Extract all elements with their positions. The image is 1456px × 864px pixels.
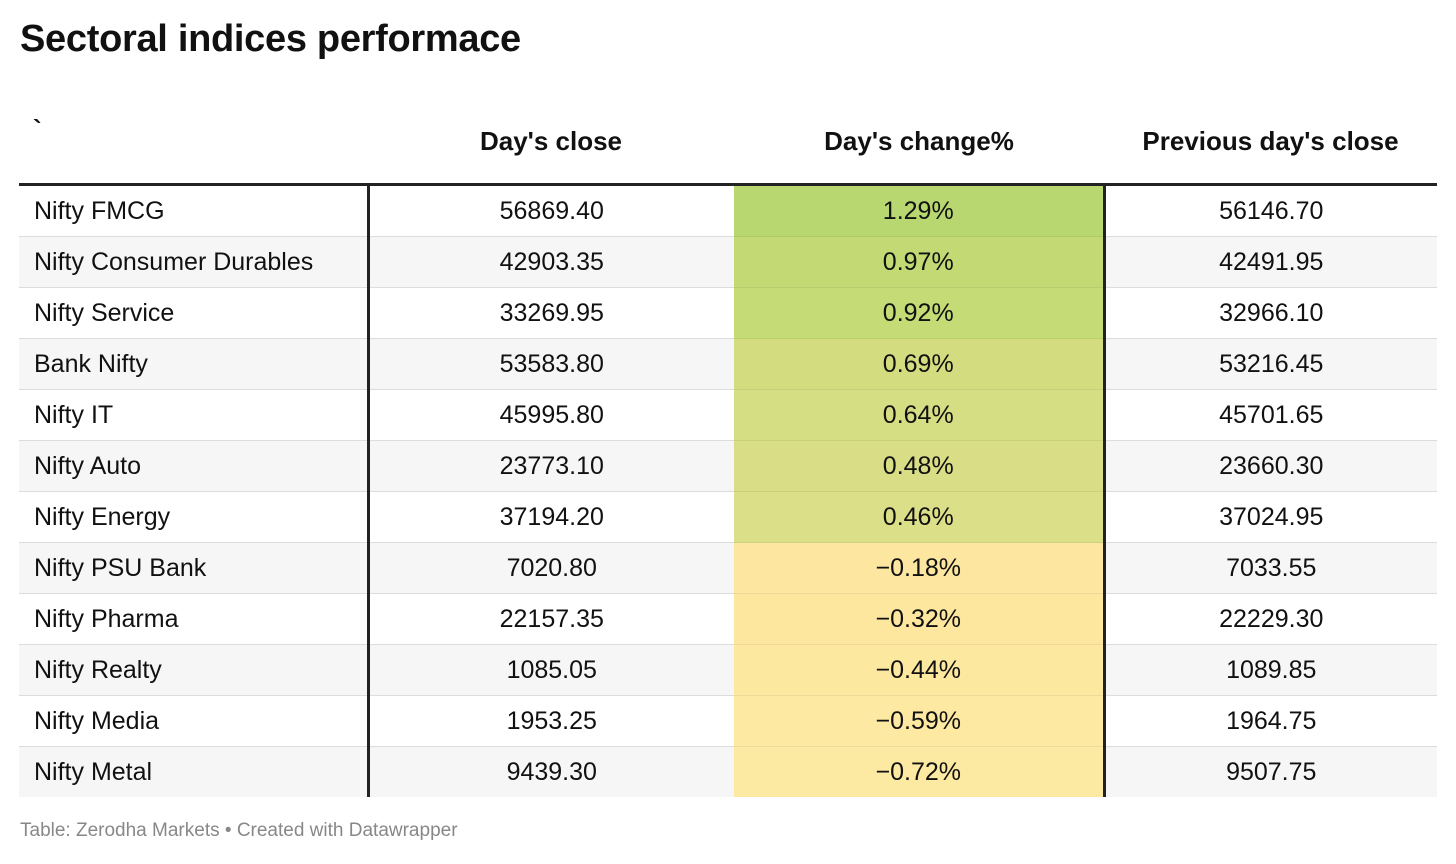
previous-close-cell: 53216.45 xyxy=(1104,338,1437,390)
table-row: Bank Nifty 53583.80 0.69% 53216.45 xyxy=(19,338,1437,390)
days-change-cell: 1.29% xyxy=(734,184,1106,237)
index-name-cell: Nifty PSU Bank xyxy=(19,542,370,594)
days-change-cell: −0.32% xyxy=(734,593,1106,645)
sector-table: ` Day's close Day's change% Previous day… xyxy=(19,100,1437,797)
days-change-cell: −0.44% xyxy=(734,644,1106,696)
days-change-cell: 0.64% xyxy=(734,389,1106,441)
index-name-cell: Nifty Energy xyxy=(19,491,370,543)
previous-close-cell: 22229.30 xyxy=(1104,593,1437,645)
index-name-cell: Nifty IT xyxy=(19,389,370,441)
chart-title: Sectoral indices performace xyxy=(20,18,521,60)
header-days-change: Day's change% xyxy=(734,100,1104,186)
table-row: Nifty PSU Bank 7020.80 −0.18% 7033.55 xyxy=(19,542,1437,594)
days-close-cell: 37194.20 xyxy=(368,491,734,543)
previous-close-cell: 32966.10 xyxy=(1104,287,1437,339)
index-name-cell: Nifty Service xyxy=(19,287,370,339)
table-header: ` Day's close Day's change% Previous day… xyxy=(19,100,1437,186)
previous-close-cell: 9507.75 xyxy=(1104,746,1437,797)
days-change-cell: 0.69% xyxy=(734,338,1106,390)
footer: Table: Zerodha Markets • Created with Da… xyxy=(20,820,458,842)
days-close-cell: 53583.80 xyxy=(368,338,734,390)
index-name-cell: Nifty Metal xyxy=(19,746,370,797)
credit-label: Created with Datawrapper xyxy=(236,820,458,841)
index-name-cell: Nifty Realty xyxy=(19,644,370,696)
days-close-cell: 23773.10 xyxy=(368,440,734,492)
previous-close-cell: 1089.85 xyxy=(1104,644,1437,696)
days-change-cell: −0.18% xyxy=(734,542,1106,594)
days-change-cell: 0.48% xyxy=(734,440,1106,492)
previous-close-cell: 42491.95 xyxy=(1104,236,1437,288)
table-row: Nifty Auto 23773.10 0.48% 23660.30 xyxy=(19,440,1437,492)
days-close-cell: 22157.35 xyxy=(368,593,734,645)
previous-close-cell: 37024.95 xyxy=(1104,491,1437,543)
index-name-cell: Nifty Pharma xyxy=(19,593,370,645)
previous-close-cell: 56146.70 xyxy=(1104,184,1437,237)
days-close-cell: 45995.80 xyxy=(368,389,734,441)
table-body: Nifty FMCG 56869.40 1.29% 56146.70 Nifty Con… xyxy=(19,184,1437,797)
table-row: Nifty Realty 1085.05 −0.44% 1089.85 xyxy=(19,644,1437,696)
table-row: Nifty IT 45995.80 0.64% 45701.65 xyxy=(19,389,1437,441)
days-change-cell: −0.59% xyxy=(734,695,1106,747)
index-name-cell: Nifty Consumer Durables xyxy=(19,236,370,288)
days-close-cell: 1953.25 xyxy=(368,695,734,747)
previous-close-cell: 7033.55 xyxy=(1104,542,1437,594)
days-close-cell: 33269.95 xyxy=(368,287,734,339)
index-name-cell: Nifty FMCG xyxy=(19,184,370,237)
table-row: Nifty Metal 9439.30 −0.72% 9507.75 xyxy=(19,746,1437,797)
table-row: Nifty Energy 37194.20 0.46% 37024.95 xyxy=(19,491,1437,543)
days-change-cell: 0.46% xyxy=(734,491,1106,543)
table-row: Nifty Pharma 22157.35 −0.32% 22229.30 xyxy=(19,593,1437,645)
source-label: Table: Zerodha Markets xyxy=(20,820,220,841)
header-row: ` Day's close Day's change% Previous day… xyxy=(19,100,1437,186)
previous-close-cell: 45701.65 xyxy=(1104,389,1437,441)
previous-close-cell: 1964.75 xyxy=(1104,695,1437,747)
footer-separator: • xyxy=(219,820,237,841)
days-close-cell: 9439.30 xyxy=(368,746,734,797)
index-name-cell: Bank Nifty xyxy=(19,338,370,390)
table-row: Nifty FMCG 56869.40 1.29% 56146.70 xyxy=(19,184,1437,237)
header-index-name: ` xyxy=(19,100,368,186)
header-previous-close: Previous day's close xyxy=(1104,100,1437,186)
previous-close-cell: 23660.30 xyxy=(1104,440,1437,492)
index-name-cell: Nifty Auto xyxy=(19,440,370,492)
days-close-cell: 7020.80 xyxy=(368,542,734,594)
days-close-cell: 56869.40 xyxy=(368,184,734,237)
table-row: Nifty Consumer Durables 42903.35 0.97% 4249… xyxy=(19,236,1437,288)
days-close-cell: 42903.35 xyxy=(368,236,734,288)
days-close-cell: 1085.05 xyxy=(368,644,734,696)
days-change-cell: 0.97% xyxy=(734,236,1106,288)
table-row: Nifty Media 1953.25 −0.59% 1964.75 xyxy=(19,695,1437,747)
table-row: Nifty Service 33269.95 0.92% 32966.10 xyxy=(19,287,1437,339)
days-change-cell: −0.72% xyxy=(734,746,1106,797)
header-days-close: Day's close xyxy=(368,100,734,186)
days-change-cell: 0.92% xyxy=(734,287,1106,339)
index-name-cell: Nifty Media xyxy=(19,695,370,747)
